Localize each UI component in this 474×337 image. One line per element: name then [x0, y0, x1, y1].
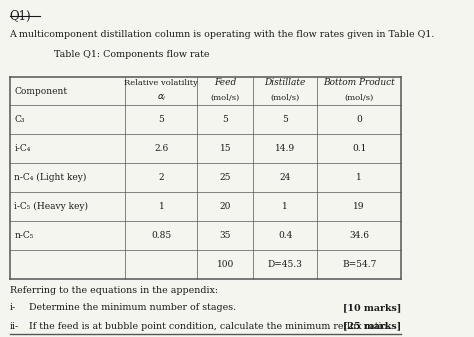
Text: 15: 15 — [219, 144, 231, 153]
Text: 0: 0 — [356, 115, 362, 124]
Text: 14.9: 14.9 — [275, 144, 295, 153]
Text: 20: 20 — [219, 202, 231, 211]
Text: 1: 1 — [283, 202, 288, 211]
Text: D=45.3: D=45.3 — [268, 260, 303, 269]
Text: 25: 25 — [219, 173, 231, 182]
Text: n-C₄ (Light key): n-C₄ (Light key) — [14, 173, 87, 182]
Text: 1: 1 — [356, 173, 362, 182]
Text: C₃: C₃ — [14, 115, 25, 124]
Text: 0.4: 0.4 — [278, 231, 292, 240]
Text: Feed: Feed — [214, 78, 237, 87]
Text: i-: i- — [9, 303, 16, 312]
Text: (mol/s): (mol/s) — [345, 94, 374, 102]
Text: (mol/s): (mol/s) — [210, 94, 240, 102]
Text: i-C₅ (Heavy key): i-C₅ (Heavy key) — [14, 202, 88, 211]
Text: 24: 24 — [280, 173, 291, 182]
Text: 0.85: 0.85 — [151, 231, 172, 240]
Text: 5: 5 — [283, 115, 288, 124]
Text: i-C₄: i-C₄ — [14, 144, 31, 153]
Text: A multicomponent distillation column is operating with the flow rates given in T: A multicomponent distillation column is … — [9, 30, 435, 39]
Text: Distillate: Distillate — [264, 78, 306, 87]
Text: ii-: ii- — [9, 321, 19, 331]
Text: Bottom Product: Bottom Product — [323, 78, 395, 87]
Text: 2: 2 — [159, 173, 164, 182]
Text: Relative volatility: Relative volatility — [125, 79, 198, 87]
Text: 5: 5 — [158, 115, 164, 124]
Text: 2.6: 2.6 — [154, 144, 168, 153]
Text: (mol/s): (mol/s) — [271, 94, 300, 102]
Text: Referring to the equations in the appendix:: Referring to the equations in the append… — [9, 286, 218, 295]
Text: Determine the minimum number of stages.: Determine the minimum number of stages. — [29, 303, 236, 312]
Text: Q1): Q1) — [9, 10, 31, 23]
Text: [10 marks]: [10 marks] — [343, 303, 401, 312]
Text: n-C₅: n-C₅ — [14, 231, 34, 240]
Text: 0.1: 0.1 — [352, 144, 366, 153]
Text: 35: 35 — [219, 231, 231, 240]
Text: Component: Component — [14, 87, 67, 95]
Text: 34.6: 34.6 — [349, 231, 369, 240]
Text: 1: 1 — [158, 202, 164, 211]
Text: Table Q1: Components flow rate: Table Q1: Components flow rate — [54, 50, 210, 59]
Text: 19: 19 — [354, 202, 365, 211]
Text: 100: 100 — [217, 260, 234, 269]
Text: 5: 5 — [222, 115, 228, 124]
Text: B=54.7: B=54.7 — [342, 260, 376, 269]
Text: $\alpha_i$: $\alpha_i$ — [156, 92, 166, 103]
Text: If the feed is at bubble point condition, calculate the minimum reflux ratio.: If the feed is at bubble point condition… — [29, 321, 390, 331]
Text: [25 marks]: [25 marks] — [343, 321, 401, 331]
